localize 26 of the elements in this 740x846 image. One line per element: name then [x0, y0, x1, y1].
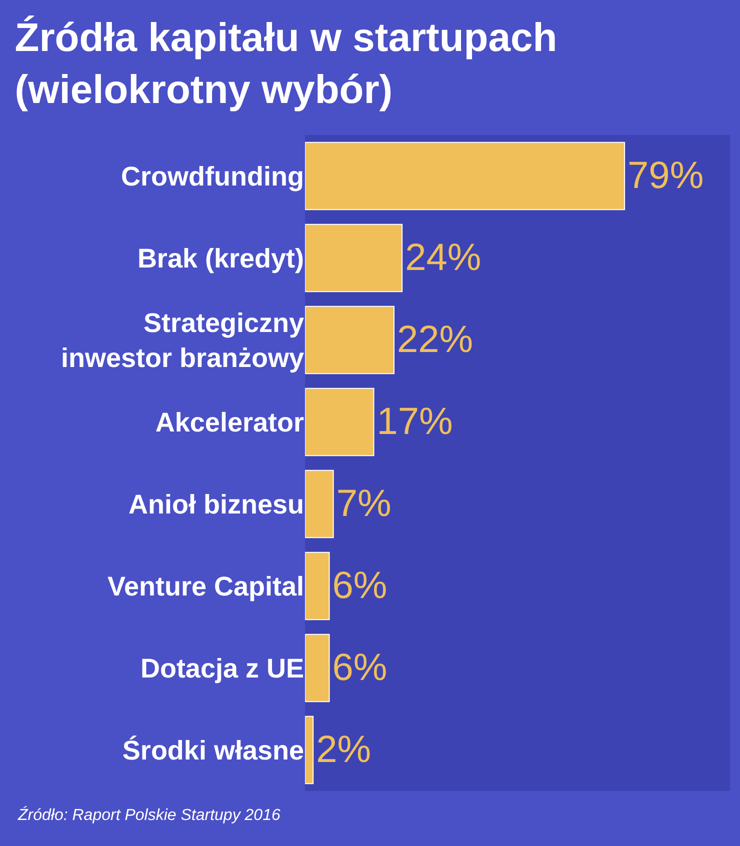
- data-label: 7%: [336, 483, 392, 525]
- y-tick-label: Akcelerator: [155, 407, 304, 438]
- bar: [305, 470, 334, 538]
- data-label: 24%: [405, 237, 482, 279]
- data-label: 22%: [396, 319, 474, 361]
- y-tick-label: Środki własne: [122, 735, 304, 766]
- y-tick-label: Brak (kredyt): [137, 243, 304, 274]
- bar: [305, 716, 314, 784]
- y-tick-label: Anioł biznesu: [128, 489, 304, 520]
- bar: [305, 224, 403, 292]
- data-label: 6%: [332, 565, 388, 607]
- data-label: 17%: [376, 401, 453, 443]
- text: Źródło: Raport Polskie Startupy 2016: [17, 806, 280, 824]
- y-tick-label: Crowdfunding: [121, 161, 304, 192]
- chart-title: Źródła kapitału w startupach (wielokrotny wybór): [14, 14, 558, 112]
- bar: [305, 388, 374, 456]
- bar: [305, 142, 626, 210]
- data-label: 2%: [316, 729, 372, 771]
- data-label: 79%: [628, 155, 704, 197]
- y-tick-label: Dotacja z UE: [140, 653, 304, 684]
- bar: [305, 306, 394, 374]
- data-label: 6%: [332, 647, 388, 689]
- y-tick-label: Strategiczny inwestor branżowy: [60, 308, 304, 373]
- bar: [305, 634, 330, 702]
- y-tick-label: Venture Capital: [107, 571, 304, 602]
- bar: [305, 552, 330, 620]
